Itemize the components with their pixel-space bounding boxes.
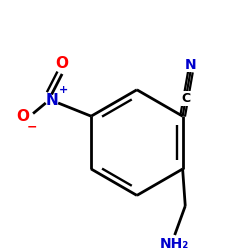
Text: N: N <box>45 93 58 108</box>
Text: O: O <box>16 109 29 124</box>
Text: O: O <box>56 56 68 71</box>
Text: −: − <box>26 120 37 133</box>
Text: NH₂: NH₂ <box>160 237 189 250</box>
Text: N: N <box>184 58 196 71</box>
Text: +: + <box>59 85 68 95</box>
Text: C: C <box>181 92 190 105</box>
